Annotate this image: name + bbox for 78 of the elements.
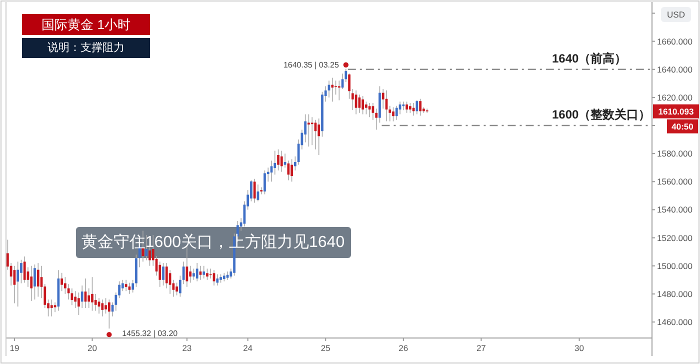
- y-tick-label: 1640.000: [657, 64, 693, 74]
- y-tick-label: 1460.000: [657, 317, 693, 327]
- x-tick-label: 24: [243, 343, 253, 353]
- candlestick: [253, 178, 256, 204]
- candlestick: [132, 279, 134, 293]
- candlestick: [338, 80, 340, 101]
- candlestick: [280, 150, 283, 172]
- candlestick: [30, 265, 33, 302]
- y-tick-label: 1660.000: [657, 36, 693, 46]
- candlestick: [196, 262, 198, 282]
- text: 1610.093: [658, 106, 694, 116]
- candlestick: [34, 264, 36, 300]
- candlestick: [406, 101, 408, 114]
- annotation: 1455.32 | 03.20: [122, 329, 178, 338]
- candlestick: [395, 105, 398, 120]
- candlestick: [310, 116, 314, 146]
- candlestick: [16, 261, 20, 307]
- candlestick: [216, 274, 219, 286]
- candlestick: [206, 268, 208, 280]
- candlestick: [20, 259, 22, 284]
- subtitle-box: 说明：支撑阻力: [22, 38, 150, 58]
- y-tick-label: 1560.000: [657, 176, 693, 187]
- annotation: 1640.35 | 03.25: [283, 60, 340, 70]
- x-tick-label: 19: [10, 343, 20, 353]
- candlestick: [408, 102, 412, 114]
- candlestick: [368, 102, 371, 118]
- candlestick: [202, 265, 206, 279]
- x-tick-label: 26: [398, 343, 408, 353]
- candlestick: [104, 298, 107, 314]
- candlestick: [290, 158, 293, 182]
- ref-line-label: 1600（整数关口）: [552, 108, 651, 122]
- candlestick: [101, 299, 104, 317]
- candlestick: [60, 272, 63, 292]
- candlestick: [108, 299, 110, 329]
- candlestick: [23, 256, 26, 284]
- candlestick: [308, 114, 310, 147]
- candlestick: [54, 302, 56, 313]
- candlestick: [94, 294, 97, 312]
- text: 40:50: [672, 121, 694, 132]
- candlestick: [331, 77, 334, 102]
- candlestick: [192, 268, 195, 280]
- candlestick: [124, 279, 128, 292]
- candlestick: [189, 265, 192, 284]
- candlestick: [80, 285, 84, 308]
- candlestick: [348, 73, 350, 100]
- candlestick: [74, 290, 77, 308]
- y-tick-label: 1540.000: [657, 204, 693, 215]
- x-tick-label: 27: [476, 343, 486, 353]
- candlestick: [264, 170, 266, 195]
- candlestick: [318, 118, 320, 156]
- ref-line-label: 1640（前高）: [552, 51, 627, 66]
- candlestick: [36, 262, 40, 298]
- candlestick: [277, 148, 280, 171]
- candlestick: [334, 80, 337, 96]
- annotation: 黄金守住1600关口，上方阻力见1640: [81, 233, 345, 251]
- y-tick-label: 1500.000: [657, 260, 693, 271]
- x-tick-label: 23: [182, 343, 192, 353]
- x-tick-label: 25: [320, 343, 331, 353]
- candlestick: [351, 88, 354, 110]
- y-tick-label: 1480.000: [657, 288, 693, 299]
- text: USD: [667, 10, 685, 20]
- candlestick: [365, 101, 368, 115]
- candlestick: [162, 262, 164, 286]
- candlestick: [88, 288, 90, 308]
- candlestick: [122, 279, 124, 292]
- candlestick: [50, 299, 53, 317]
- candlestick: [362, 96, 364, 115]
- candlestick: [91, 276, 94, 312]
- x-tick-label: 30: [574, 343, 584, 353]
- candlestick: [402, 101, 405, 110]
- y-tick-label: 1520.000: [657, 232, 693, 243]
- candlestick: [392, 106, 394, 122]
- candlestick: [176, 282, 178, 296]
- y-tick-label: 1620.000: [657, 92, 693, 102]
- x-tick-label: 20: [88, 343, 98, 353]
- y-tick-label: 1580.000: [657, 148, 693, 159]
- candlestick: [419, 98, 422, 116]
- title-box: 国际黄金 1小时: [22, 14, 150, 35]
